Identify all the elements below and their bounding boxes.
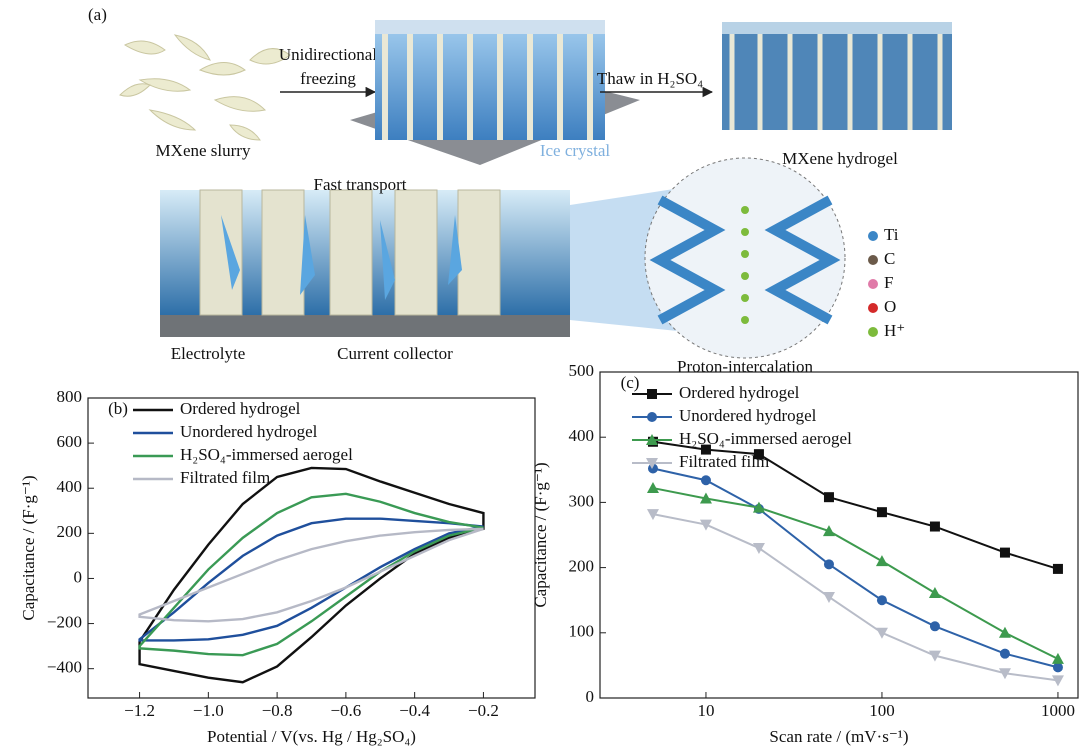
marker — [930, 522, 940, 532]
x-tick-label: −0.8 — [262, 701, 293, 720]
marker — [930, 621, 940, 631]
cv-curve — [140, 494, 484, 655]
x-tick-label: 100 — [869, 701, 895, 720]
figure: (a) MXene slurry Unidirectional freezing… — [0, 0, 1086, 753]
chart: 10 100 1000 0 100 200 300 400 500 Scan rate / (mV… — [531, 361, 1078, 746]
x-axis-title: Scan rate / (mV·s⁻¹) — [769, 727, 908, 746]
y-tick-label: 200 — [57, 522, 83, 541]
label: Electrolyte — [171, 344, 246, 363]
y-axis-title: Capacitance / (F·g⁻¹) — [531, 462, 550, 607]
marker — [824, 559, 834, 569]
y-tick-label: 800 — [57, 387, 83, 406]
label: freezing — [300, 69, 356, 88]
cv-curve — [140, 468, 484, 682]
marker — [647, 482, 659, 493]
legend-label: H₂SO₄-immersed aerogel — [679, 429, 852, 448]
atom-swatch — [868, 231, 878, 241]
y-tick-label: 300 — [569, 491, 595, 510]
atom-label: Ti — [884, 225, 899, 244]
marker — [999, 627, 1011, 638]
atom-swatch — [868, 279, 878, 289]
x-tick-label: −0.2 — [468, 701, 499, 720]
label: Current collector — [337, 344, 453, 363]
zoom-circle — [645, 158, 845, 358]
marker — [876, 555, 888, 566]
y-axis-title: Capacitance / (F·g⁻¹) — [19, 475, 38, 620]
panel-label: (b) — [108, 399, 128, 418]
marker — [1052, 675, 1064, 686]
marker — [1000, 649, 1010, 659]
y-tick-label: 200 — [569, 557, 595, 576]
panel-label: (c) — [621, 373, 640, 392]
series-line — [653, 488, 1058, 659]
marker — [877, 507, 887, 517]
legend-label: Unordered hydrogel — [679, 406, 817, 425]
y-tick-label: 500 — [569, 361, 595, 380]
x-tick-label: 1000 — [1041, 701, 1075, 720]
label: Fast transport — [313, 175, 406, 194]
marker — [753, 543, 765, 554]
marker — [1053, 564, 1063, 574]
label: Thaw in H₂SO₄ — [597, 69, 703, 88]
marker — [1000, 548, 1010, 558]
x-tick-label: −0.4 — [399, 701, 430, 720]
y-tick-label: 100 — [569, 622, 595, 641]
label: Ice crystal — [540, 141, 611, 160]
atom-swatch — [868, 255, 878, 265]
legend-label: Unordered hydrogel — [180, 422, 318, 441]
slurry-flakes — [120, 35, 290, 140]
atom-swatch — [868, 327, 878, 337]
x-tick-label: −1.0 — [193, 701, 224, 720]
x-tick-label: −1.2 — [124, 701, 155, 720]
legend-label: Ordered hydrogel — [180, 399, 301, 418]
electrode-block — [160, 190, 570, 337]
hydrogel-block — [722, 22, 952, 130]
atom-label: C — [884, 249, 895, 268]
panel-a: (a) MXene slurry Unidirectional freezing… — [88, 5, 952, 376]
atom-swatch — [868, 303, 878, 313]
marker — [876, 628, 888, 639]
x-axis-title: Potential / V(vs. Hg / Hg₂SO₄) — [207, 727, 416, 746]
marker — [824, 492, 834, 502]
marker — [701, 475, 711, 485]
chart: −1.2 −1.0 −0.8 −0.6 −0.4 −0.2 −400 −200 0 200 400 6… — [19, 387, 535, 746]
y-tick-label: 400 — [569, 426, 595, 445]
y-tick-label: 0 — [74, 567, 83, 586]
legend-label: Filtrated film — [180, 468, 270, 487]
marker — [1052, 653, 1064, 664]
y-tick-label: 0 — [586, 687, 595, 706]
atom-label: O — [884, 297, 896, 316]
x-tick-label: 10 — [697, 701, 714, 720]
legend-marker — [647, 412, 657, 422]
y-tick-label: 600 — [57, 432, 83, 451]
legend-marker — [647, 389, 657, 399]
marker — [823, 592, 835, 603]
atom-label: F — [884, 273, 893, 292]
legend-label: Filtrated film — [679, 452, 769, 471]
legend-label: Ordered hydrogel — [679, 383, 800, 402]
x-tick-label: −0.6 — [330, 701, 361, 720]
panel-label: (a) — [88, 5, 107, 24]
label: MXene hydrogel — [782, 149, 898, 168]
series-line — [653, 468, 1058, 667]
label: Proton-intercalation — [677, 357, 813, 376]
marker — [929, 587, 941, 598]
marker — [700, 520, 712, 531]
marker — [877, 595, 887, 605]
label: MXene slurry — [156, 141, 251, 160]
label: Unidirectional — [279, 45, 377, 64]
atom-legend: Ti CFO H⁺ — [868, 225, 905, 340]
atom-label: H⁺ — [884, 321, 905, 340]
series-line — [653, 514, 1058, 680]
legend-label: H₂SO₄-immersed aerogel — [180, 445, 353, 464]
y-tick-label: −200 — [47, 612, 82, 631]
y-tick-label: −400 — [47, 658, 82, 677]
charts: −1.2 −1.0 −0.8 −0.6 −0.4 −0.2 −400 −200 0 200 400 6… — [19, 361, 1078, 746]
y-tick-label: 400 — [57, 477, 83, 496]
